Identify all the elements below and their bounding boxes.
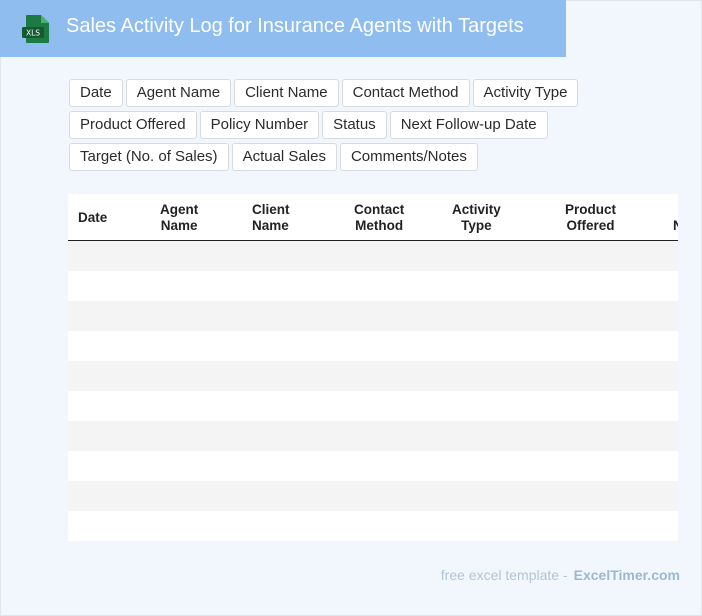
- title-bar: XLS Sales Activity Log for Insurance Age…: [0, 0, 566, 57]
- field-chip-product-offered[interactable]: Product Offered: [69, 111, 197, 139]
- field-chip-comments-notes[interactable]: Comments/Notes: [339, 143, 478, 171]
- column-header-product-offered: Product Offered: [565, 202, 617, 233]
- column-header-contact-method: Contact Method: [354, 202, 405, 233]
- footer-brand-link[interactable]: ExcelTimer.com: [573, 567, 680, 583]
- field-chip-next-follow-up-date[interactable]: Next Follow-up Date: [389, 111, 548, 139]
- field-chip-status[interactable]: Status: [322, 111, 387, 139]
- field-chip-target-sales[interactable]: Target (No. of Sales): [69, 143, 229, 171]
- field-chip-actual-sales[interactable]: Actual Sales: [231, 143, 337, 171]
- footer-text: free excel template -: [440, 567, 568, 583]
- table-row[interactable]: [68, 391, 678, 421]
- column-header-client-name: Client Name: [252, 202, 290, 233]
- field-chip-contact-method[interactable]: Contact Method: [341, 79, 470, 107]
- excel-file-icon: XLS: [22, 15, 49, 43]
- field-chip-agent-name[interactable]: Agent Name: [125, 79, 232, 107]
- field-chip-client-name[interactable]: Client Name: [234, 79, 339, 107]
- table-row[interactable]: [68, 331, 678, 361]
- table-row[interactable]: [68, 301, 678, 331]
- table-header: Date Agent Name Client Name Contact Meth…: [68, 194, 678, 241]
- footer-credit: free excel template - ExcelTimer.com: [441, 567, 680, 583]
- table-body: [68, 241, 678, 541]
- file-icon-label: XLS: [26, 29, 40, 38]
- table-row[interactable]: [68, 511, 678, 541]
- table-row[interactable]: [68, 271, 678, 301]
- column-header-policy-number-partial: N: [673, 218, 678, 233]
- table-row[interactable]: [68, 421, 678, 451]
- table-row[interactable]: [68, 451, 678, 481]
- field-chip-date[interactable]: Date: [69, 79, 123, 107]
- column-header-activity-type: Activity Type: [452, 202, 501, 233]
- table-row[interactable]: [68, 361, 678, 391]
- table-row[interactable]: [68, 481, 678, 511]
- column-header-agent-name: Agent Name: [160, 202, 199, 233]
- column-header-date: Date: [78, 210, 108, 225]
- page-title: Sales Activity Log for Insurance Agents …: [66, 15, 524, 37]
- field-chip-activity-type[interactable]: Activity Type: [472, 79, 579, 107]
- field-chip-list: Date Agent Name Client Name Contact Meth…: [69, 79, 609, 171]
- activity-table: Date Agent Name Client Name Contact Meth…: [68, 194, 678, 541]
- field-chip-policy-number[interactable]: Policy Number: [199, 111, 320, 139]
- table-row[interactable]: [68, 241, 678, 271]
